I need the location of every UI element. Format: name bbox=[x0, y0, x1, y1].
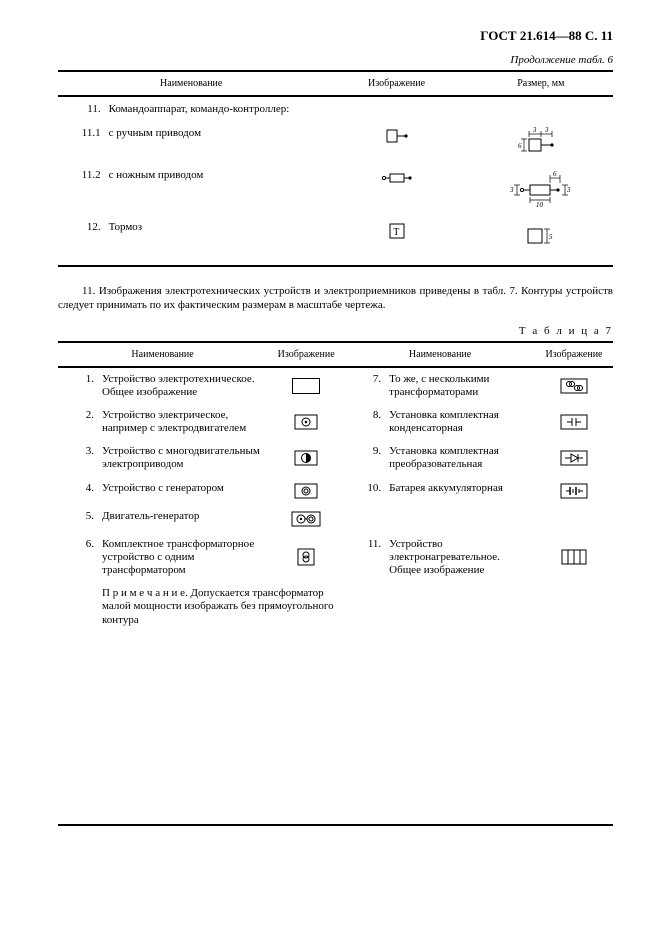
t7-th-name-r: Наименование bbox=[345, 342, 535, 367]
symbol-multi-motor-icon bbox=[267, 440, 345, 476]
para-11: 11. Изображения электротехнических устро… bbox=[58, 285, 613, 313]
svg-text:3: 3 bbox=[532, 127, 537, 134]
symbol-hand-drive-icon bbox=[324, 121, 468, 163]
symbol-heater-icon bbox=[535, 533, 613, 583]
t7-row-6: 6. Комплектное трансформаторное устройст… bbox=[58, 533, 613, 583]
dim-11-2-icon: 6 3 10 3 bbox=[469, 163, 613, 215]
t7-row-2: 2. Устройство электрическое, например с … bbox=[58, 404, 613, 440]
symbol-brake-icon: Т bbox=[324, 215, 468, 257]
table7-label: Т а б л и ц а 7 bbox=[58, 325, 613, 337]
t7-row-5: 5. Двигатель-генератор bbox=[58, 505, 613, 533]
symbol-motor-generator-icon bbox=[267, 505, 345, 533]
svg-text:5: 5 bbox=[549, 233, 553, 241]
table6: Наименование Изображение Размер, мм 11. … bbox=[58, 70, 613, 267]
t7-th-img-l: Изображение bbox=[267, 342, 345, 367]
svg-text:Т: Т bbox=[393, 227, 399, 238]
svg-text:6: 6 bbox=[553, 170, 557, 178]
t7-row-1: 1. Устройство электротехническое. Общее … bbox=[58, 367, 613, 404]
t7-th-name-l: Наименование bbox=[58, 342, 267, 367]
t7-note-row: П р и м е ч а н и е. Допускается трансфо… bbox=[58, 582, 613, 632]
symbol-battery-icon bbox=[535, 477, 613, 505]
table6-row-11-1: 11.1 с ручным приводом bbox=[58, 121, 613, 163]
page-header: ГОСТ 21.614—88 С. 11 bbox=[58, 28, 613, 44]
th-dim: Размер, мм bbox=[469, 71, 613, 96]
symbol-capacitor-unit-icon bbox=[535, 404, 613, 440]
symbol-multi-transformer-icon bbox=[535, 367, 613, 404]
t7-note: П р и м е ч а н и е. Допускается трансфо… bbox=[98, 582, 345, 632]
table6-row-11-2: 11.2 с ножным приводом bbox=[58, 163, 613, 215]
dim-12-icon: 5 bbox=[469, 215, 613, 257]
dim-11-1-icon: 3 3 6 bbox=[469, 121, 613, 163]
t7-th-img-r: Изображение bbox=[535, 342, 613, 367]
table6-caption: Продолжение табл. 6 bbox=[58, 54, 613, 66]
symbol-converter-unit-icon bbox=[535, 440, 613, 476]
svg-text:3: 3 bbox=[509, 186, 514, 194]
table7: Наименование Изображение Наименование Из… bbox=[58, 341, 613, 826]
t7-row-4: 4. Устройство с генератором 10. Батарея … bbox=[58, 477, 613, 505]
svg-text:6: 6 bbox=[518, 142, 522, 150]
symbol-single-transformer-icon bbox=[267, 533, 345, 583]
svg-text:10: 10 bbox=[536, 201, 544, 209]
table6-row-11: 11. Командоаппарат, командо-контроллер: bbox=[58, 96, 613, 121]
symbol-foot-drive-icon bbox=[324, 163, 468, 215]
svg-text:3: 3 bbox=[566, 186, 571, 194]
symbol-motor-device-icon bbox=[267, 404, 345, 440]
t7-row-3: 3. Устройство с многодвигательным электр… bbox=[58, 440, 613, 476]
symbol-device-general-icon bbox=[267, 367, 345, 404]
table6-row-12: 12. Тормоз Т 5 bbox=[58, 215, 613, 257]
svg-text:3: 3 bbox=[544, 127, 549, 134]
symbol-generator-device-icon bbox=[267, 477, 345, 505]
th-name: Наименование bbox=[58, 71, 324, 96]
th-img: Изображение bbox=[324, 71, 468, 96]
